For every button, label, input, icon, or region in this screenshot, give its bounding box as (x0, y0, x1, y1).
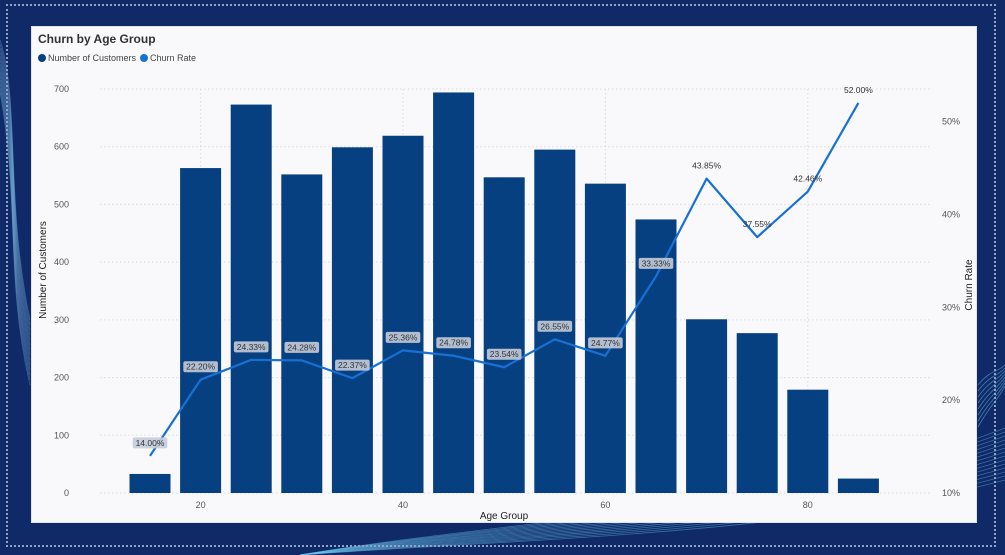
data-label: 33.33% (642, 258, 671, 268)
data-label: 43.85% (692, 161, 721, 171)
wave-line (977, 382, 1005, 422)
data-label-box (284, 341, 320, 353)
data-label-box (537, 320, 573, 332)
wave-line (977, 367, 1005, 392)
data-label: 14.00% (136, 438, 165, 448)
wave-line (977, 373, 1005, 404)
legend-marker-churn-rate (140, 54, 149, 62)
y-tick-label: 600 (54, 142, 69, 152)
data-label: 42.46% (793, 174, 822, 184)
visual-frame (6, 4, 996, 547)
y-tick-label: 100 (54, 430, 69, 440)
wave-line (977, 385, 1005, 428)
y-tick-label: 300 (54, 315, 69, 325)
x-tick-label: 40 (398, 500, 408, 510)
legend-entry-customers[interactable]: Number of Customers (38, 53, 136, 63)
y2-tick-label: 50% (942, 117, 960, 127)
x-axis: 20 40 60 80 (196, 500, 813, 510)
data-label: 37.55% (743, 219, 772, 229)
bar[interactable] (382, 135, 424, 493)
y2-axis-title: Churn Rate (964, 259, 975, 311)
y-tick-label: 200 (54, 373, 69, 383)
chart-canvas: 0 100 200 300 400 500 600 700 10% 20% 30% 40% 50% 2… (38, 84, 975, 522)
data-label-box (233, 341, 269, 353)
wave-line (977, 370, 1005, 398)
data-label-box (183, 361, 218, 373)
data-label-box (486, 348, 522, 360)
legend: Number of Customers Churn Rate (38, 53, 196, 63)
y-tick-label: 400 (54, 257, 69, 267)
bar[interactable] (483, 177, 525, 493)
bar[interactable] (787, 389, 829, 493)
data-label: 25.36% (389, 332, 418, 342)
churn-rate-line[interactable] (149, 102, 860, 457)
legend-label-churn-rate: Churn Rate (150, 53, 197, 63)
bar[interactable] (433, 92, 475, 493)
line-series (149, 102, 860, 457)
data-label-box (385, 331, 421, 343)
bar[interactable] (281, 174, 323, 493)
data-label-box (638, 257, 674, 269)
y2-tick-label: 10% (942, 488, 960, 498)
data-label: 24.77% (591, 338, 620, 348)
data-label: 52.00% (844, 85, 873, 95)
y2-tick-label: 30% (942, 302, 960, 312)
bar[interactable] (736, 333, 778, 493)
legend-label-customers: Number of Customers (48, 53, 137, 63)
legend-entry-churn-rate[interactable]: Churn Rate (140, 53, 196, 63)
y-axis-title: Number of Customers (38, 221, 49, 319)
x-tick-label: 20 (196, 500, 206, 510)
wave-line (977, 376, 1005, 410)
x-axis-title: Age Group (480, 511, 529, 522)
axis-titles: Age Group Number of Customers Churn Rate (38, 221, 975, 522)
y-tick-label: 0 (64, 488, 69, 498)
legend-marker-customers (38, 54, 46, 62)
bar[interactable] (180, 168, 222, 493)
bar[interactable] (837, 478, 879, 493)
y-tick-label: 700 (54, 84, 69, 94)
data-label-box (335, 359, 370, 371)
data-label-box (132, 437, 168, 449)
chart-title: Churn by Age Group (38, 32, 156, 46)
bar-series (129, 92, 879, 494)
data-label: 24.28% (287, 342, 316, 352)
bar[interactable] (230, 104, 272, 493)
data-label: 24.78% (439, 338, 468, 348)
wave-line (977, 379, 1005, 416)
data-label: 23.54% (490, 349, 519, 359)
data-label: 22.20% (186, 362, 215, 372)
y2-tick-label: 40% (942, 209, 960, 219)
y-tick-label: 500 (54, 199, 69, 209)
chart-card[interactable]: 0 100 200 300 400 500 600 700 10% 20% 30% 40% 50% 2… (31, 26, 977, 523)
x-tick-label: 80 (803, 500, 813, 510)
data-label-box (588, 337, 623, 349)
y2-tick-label: 20% (942, 395, 960, 405)
y-axis-right: 10% 20% 30% 40% 50% (942, 117, 960, 498)
wave-line (977, 364, 1005, 386)
bar[interactable] (331, 147, 373, 493)
data-labels: 14.00% 22.20% 24.33% 24.28% 22.37% 25.36% 24.7… (132, 85, 873, 449)
bar[interactable] (129, 473, 171, 493)
data-label: 26.55% (540, 321, 569, 331)
y-axis-left: 0 100 200 300 400 500 600 700 (54, 84, 69, 498)
bar[interactable] (686, 319, 728, 493)
data-label: 24.33% (237, 342, 266, 352)
x-tick-label: 60 (600, 500, 610, 510)
data-label-box (436, 337, 471, 349)
data-label: 22.37% (338, 360, 367, 370)
